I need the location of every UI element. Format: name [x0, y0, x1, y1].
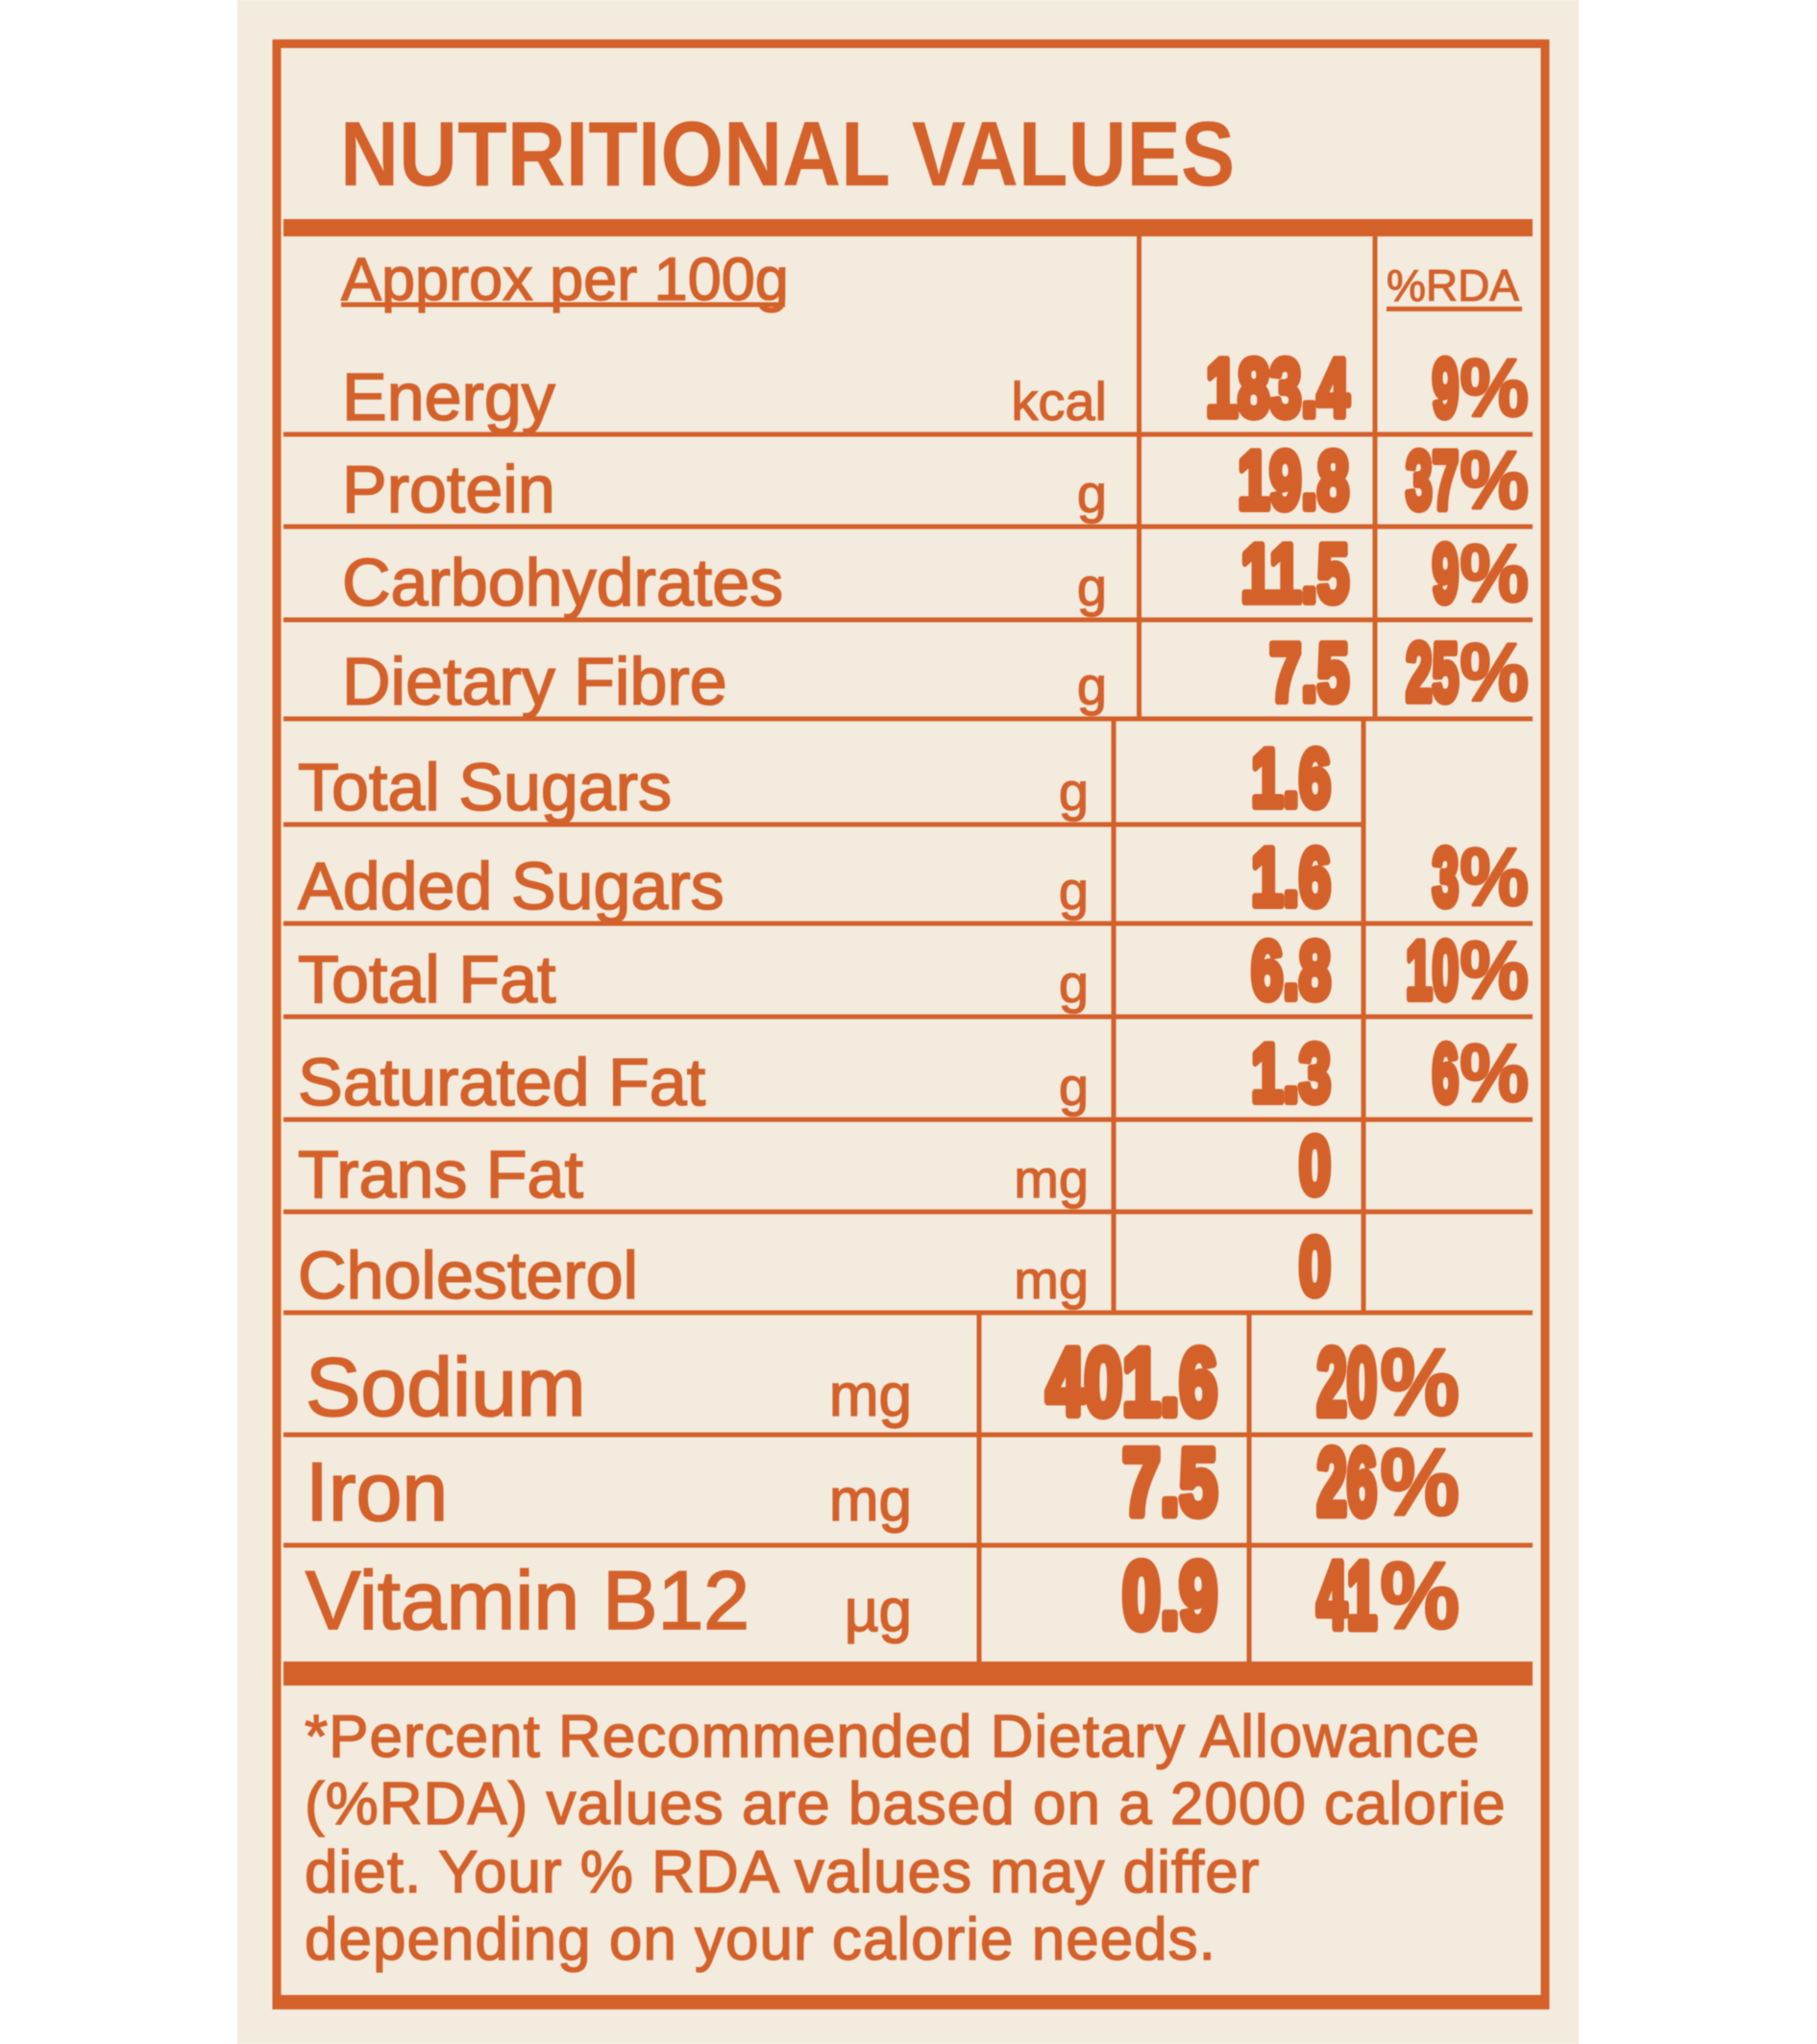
svg-text:6: 6 [1433, 1027, 1459, 1119]
svg-text:Carbohydrates: Carbohydrates [342, 545, 783, 620]
svg-text:0: 0 [1299, 1221, 1331, 1313]
svg-text:%: % [1460, 831, 1529, 923]
svg-text:%: % [1460, 342, 1529, 433]
svg-text:Energy: Energy [342, 359, 555, 434]
svg-text:g: g [1077, 556, 1107, 617]
svg-text:Sodium: Sodium [306, 1342, 586, 1434]
svg-text:depending on your calorie need: depending on your calorie needs. [305, 1907, 1216, 1973]
svg-text:mg: mg [829, 1467, 912, 1534]
svg-text:%: % [1380, 1330, 1460, 1436]
svg-text:41: 41 [1317, 1543, 1377, 1648]
svg-text:Trans Fat: Trans Fat [298, 1137, 583, 1212]
svg-text:7.5: 7.5 [1269, 628, 1349, 719]
svg-text:1.6: 1.6 [1251, 733, 1331, 825]
svg-text:%: % [1380, 1543, 1460, 1649]
svg-text:19.8: 19.8 [1238, 435, 1349, 527]
svg-text:NUTRITIONAL VALUES: NUTRITIONAL VALUES [340, 103, 1235, 206]
svg-text:401.6: 401.6 [1046, 1330, 1217, 1436]
svg-text:%: % [1460, 627, 1529, 718]
svg-text:%RDA: %RDA [1387, 260, 1519, 310]
svg-text:7.5: 7.5 [1122, 1430, 1217, 1536]
svg-text:Iron: Iron [306, 1446, 448, 1539]
svg-text:183.4: 183.4 [1206, 343, 1349, 434]
svg-text:kcal: kcal [1011, 371, 1107, 431]
svg-text:0: 0 [1299, 1121, 1331, 1212]
svg-text:11.5: 11.5 [1240, 529, 1349, 620]
svg-text:9: 9 [1433, 342, 1459, 433]
svg-text:3: 3 [1433, 831, 1459, 923]
svg-text:20: 20 [1317, 1330, 1377, 1435]
svg-text:%: % [1460, 924, 1529, 1016]
svg-text:mg: mg [1014, 1148, 1089, 1209]
svg-text:g: g [1059, 860, 1089, 921]
svg-text:Saturated Fat: Saturated Fat [298, 1045, 705, 1120]
svg-text:g: g [1059, 953, 1089, 1014]
svg-text:g: g [1077, 463, 1107, 524]
svg-text:%: % [1460, 434, 1529, 526]
svg-text:Total Fat: Total Fat [298, 942, 555, 1017]
svg-text:µg: µg [845, 1578, 912, 1644]
svg-text:%: % [1460, 1027, 1529, 1119]
svg-text:1.3: 1.3 [1251, 1028, 1331, 1120]
svg-text:(%RDA) values are based on a 2: (%RDA) values are based on a 2000 calori… [305, 1771, 1507, 1837]
svg-text:diet. Your % RDA values may di: diet. Your % RDA values may differ [305, 1839, 1260, 1906]
svg-text:Dietary Fibre: Dietary Fibre [342, 644, 727, 719]
svg-text:mg: mg [1014, 1249, 1089, 1310]
svg-text:%: % [1380, 1430, 1460, 1536]
svg-text:Added Sugars: Added Sugars [298, 849, 724, 923]
svg-text:0.9: 0.9 [1122, 1543, 1217, 1649]
svg-text:Protein: Protein [342, 452, 555, 527]
svg-text:26: 26 [1317, 1430, 1377, 1535]
svg-text:*Percent Recommended Dietary A: *Percent Recommended Dietary Allowance [305, 1704, 1480, 1770]
svg-text:Vitamin B12: Vitamin B12 [306, 1555, 749, 1647]
svg-text:37: 37 [1406, 434, 1459, 526]
svg-text:Total Sugars: Total Sugars [298, 750, 672, 825]
svg-text:g: g [1059, 1056, 1089, 1117]
svg-text:6.8: 6.8 [1251, 925, 1331, 1017]
svg-text:10: 10 [1406, 924, 1459, 1016]
svg-text:mg: mg [829, 1363, 912, 1429]
svg-text:25: 25 [1406, 627, 1459, 718]
svg-text:%: % [1460, 528, 1529, 619]
svg-text:g: g [1077, 655, 1107, 716]
svg-text:g: g [1059, 761, 1089, 822]
svg-text:9: 9 [1433, 528, 1459, 619]
svg-text:Cholesterol: Cholesterol [298, 1238, 638, 1313]
svg-text:1.6: 1.6 [1251, 832, 1331, 923]
